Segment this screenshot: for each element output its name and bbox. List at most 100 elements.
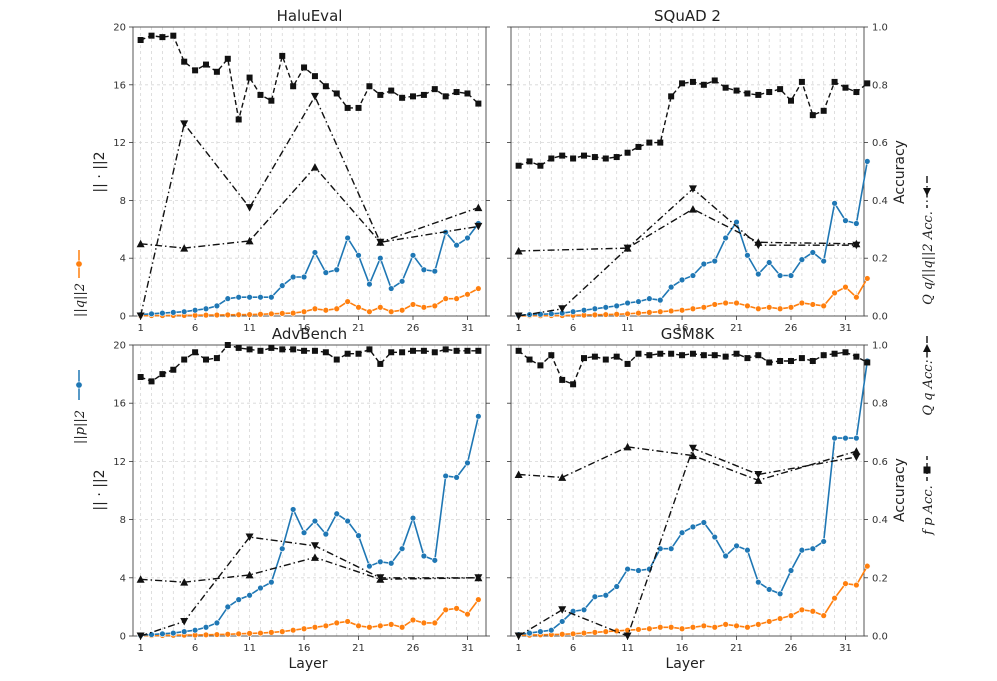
qn-acc-point (754, 470, 763, 479)
p-norm-line (140, 416, 480, 637)
p-norm-point (431, 557, 438, 564)
fp-acc-point (377, 360, 384, 367)
fp-acc-point (213, 68, 220, 75)
q-norm-point (475, 596, 482, 603)
p-norm-point (181, 308, 188, 315)
fp-acc-point (679, 352, 686, 359)
fp-acc-point (257, 347, 264, 354)
p-norm-point (235, 294, 242, 301)
x-tick-label: 21 (352, 643, 365, 654)
q-norm-point (591, 629, 599, 636)
q-norm-point (202, 631, 210, 639)
p-norm-point (613, 302, 620, 310)
q-norm-point (246, 311, 253, 318)
fp-acc-point (864, 359, 871, 366)
q-acc-point (245, 236, 254, 245)
y2-tick-label: 0.6 (872, 457, 888, 468)
fp-acc-point (170, 366, 177, 373)
fp-acc-point (711, 77, 718, 84)
q-norm-point (733, 299, 740, 307)
ylabel-right-top: Accuracy (892, 140, 908, 204)
x-tick-label: 1 (515, 323, 521, 334)
y-tick-label: 8 (120, 515, 126, 526)
p-norm-point (311, 249, 319, 256)
p-norm-point (766, 586, 773, 593)
fp-acc-point (181, 356, 188, 363)
fp-acc-point (388, 349, 395, 356)
qn-acc-point (180, 617, 189, 626)
x-tick-label: 26 (785, 323, 798, 334)
fp-acc-line (140, 34, 479, 120)
q-acc-point (688, 451, 697, 460)
p-norm-point (820, 538, 827, 545)
q-norm-point (398, 624, 406, 631)
p-norm-point (537, 628, 544, 635)
p-norm-point (624, 565, 631, 573)
q-norm-point (831, 289, 838, 297)
p-norm-point (420, 266, 428, 273)
p-norm-point (442, 472, 449, 480)
fp-acc-point (399, 94, 406, 101)
q-acc-point (310, 553, 319, 561)
fp-acc-point (722, 353, 729, 360)
fp-acc-point (279, 52, 286, 59)
q-norm-point (431, 302, 438, 310)
p-norm-point (148, 631, 155, 638)
fp-acc-point (744, 355, 751, 362)
p-norm-point (431, 268, 438, 275)
p-norm-point (355, 252, 362, 259)
fp-acc-point (322, 83, 329, 90)
qn-acc-point (514, 312, 523, 320)
p-norm-point (453, 241, 460, 249)
p-norm-point (711, 257, 718, 265)
p-norm-point (678, 529, 686, 536)
q-acc-point (688, 205, 697, 213)
qn-acc-point (245, 204, 254, 212)
p-norm-point (289, 273, 297, 281)
q-norm-point (453, 605, 460, 612)
q-norm-point (420, 619, 428, 627)
qn-acc-point (136, 312, 145, 320)
x-tick-label: 11 (243, 643, 256, 654)
p-norm-point (377, 255, 384, 262)
fp-acc-point (311, 73, 318, 80)
q-norm-point (388, 621, 395, 628)
qn-acc-line (139, 94, 479, 317)
qn-acc-point (558, 606, 567, 614)
p-norm-point (289, 506, 297, 513)
y2-tick-label: 1.0 (872, 23, 888, 34)
q-norm-point (602, 628, 609, 635)
legend-fp-acc: f p Acc. (921, 456, 936, 536)
fp-acc-point (137, 374, 144, 381)
fp-acc-point (657, 139, 664, 146)
fp-acc-point (333, 90, 340, 97)
x-tick-label: 16 (676, 323, 689, 334)
q-norm-point (820, 612, 827, 619)
fp-acc-point (798, 78, 805, 85)
fp-acc-point (570, 155, 577, 162)
q-norm-point (431, 619, 438, 627)
fp-acc-point (777, 358, 784, 365)
ylabel-top: || · ||2 (92, 151, 108, 192)
q-norm-point (722, 621, 729, 628)
p-norm-point (591, 593, 599, 600)
p-norm-point (548, 626, 555, 634)
fp-acc-point (464, 347, 471, 354)
x-tick-label: 16 (676, 643, 689, 654)
p-norm-point (667, 283, 675, 291)
p-norm-point (559, 618, 566, 625)
fp-acc-point (820, 352, 827, 359)
qn-acc-point (245, 533, 254, 542)
q-norm-point (744, 302, 751, 310)
q-norm-point (475, 285, 482, 292)
fp-acc-point (798, 355, 805, 362)
q-acc-point (310, 163, 319, 171)
q-norm-point (300, 625, 308, 632)
legend-p-norm: ||p||2 (73, 370, 88, 444)
q-norm-point (355, 622, 362, 630)
y2-tick-label: 0.2 (872, 254, 888, 265)
q-norm-point (289, 309, 297, 317)
q-norm-point (322, 622, 330, 630)
fp-acc-point (137, 37, 144, 44)
